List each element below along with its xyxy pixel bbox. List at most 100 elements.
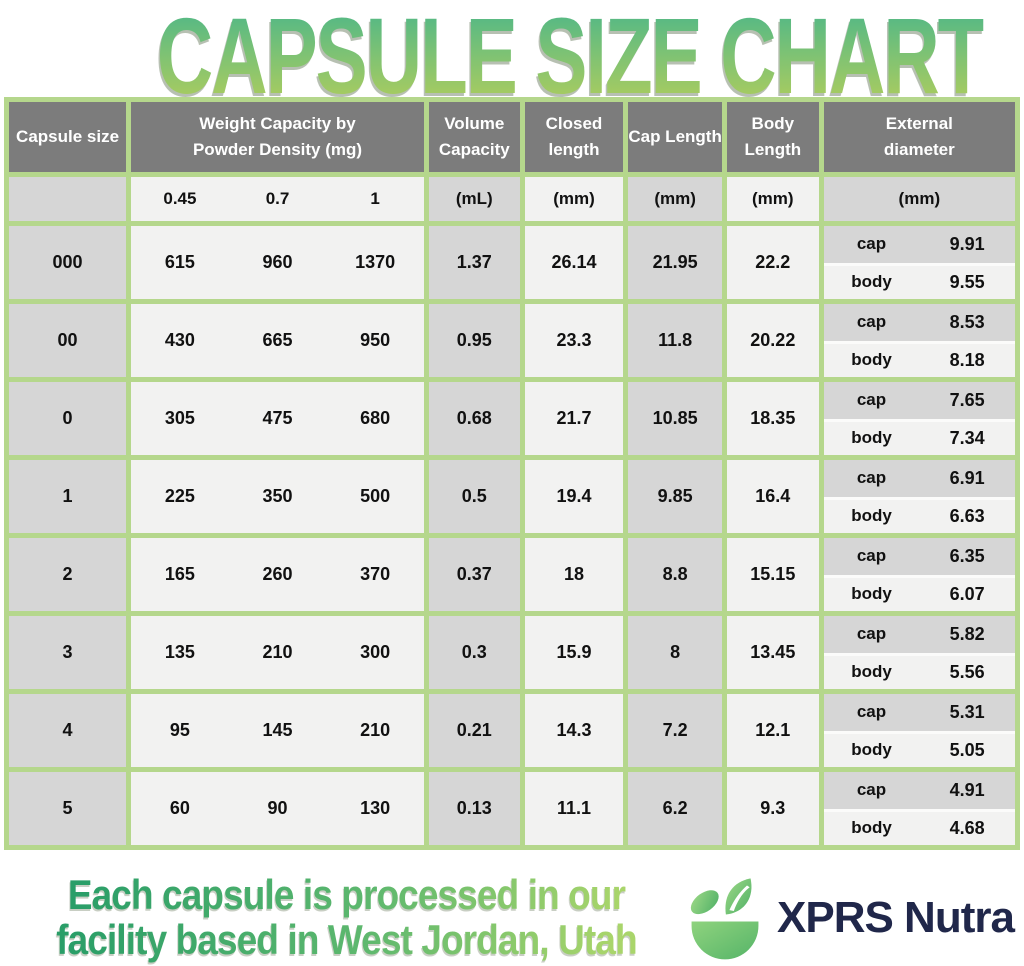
units-densities: 0.45 0.7 1 [131,177,424,221]
ext-cap-label: cap [856,546,887,566]
body-length-value: 13.45 [726,616,819,689]
ext-cap-value: 9.91 [949,233,985,254]
table-row-2: 2 165 260 370 0.37 18 8.8 15.15 cap 6.35 … [9,538,1015,611]
ext-cap-value: 5.31 [949,701,985,722]
weight-07-value: 665 [262,330,293,350]
external-diameter-cell: cap 5.82 body 5.56 [823,616,1015,689]
weight-07-value: 260 [262,564,293,584]
ext-cap-label: cap [856,780,887,800]
table-row-5: 5 60 90 130 0.13 11.1 6.2 9.3 cap 4.91 bo… [9,772,1015,845]
page-title-text: CAPSULE SIZE CHART [156,0,986,116]
capsule-size-value: 2 [9,538,127,611]
cap-length-value: 10.85 [628,382,722,455]
table-row-0: 0 305 475 680 0.68 21.7 10.85 18.35 cap 7… [9,382,1015,455]
header-body-length-label: Body Length [744,113,802,159]
external-diameter-cell: cap 6.35 body 6.07 [823,538,1015,611]
ext-body-label: body [851,272,892,292]
weight-1-value: 950 [360,330,391,350]
weight-1-value: 130 [360,798,391,818]
header-weight-capacity-label: Weight Capacity by Powder Density (mg) [192,113,363,159]
mortar-with-leaves-icon [690,878,759,960]
ext-body-label: body [851,662,892,682]
weight-045-value: 135 [164,642,195,662]
ext-body-value: 4.68 [949,817,985,838]
weight-capacity-values: 305 475 680 [131,382,424,455]
table-row-4: 4 95 145 210 0.21 14.3 7.2 12.1 cap 5.31 … [9,694,1015,767]
units-capsule-size-empty [9,177,127,221]
units-cap: (mm) [628,177,722,221]
ext-cap-value: 7.65 [949,389,985,410]
ext-cap-label: cap [856,468,887,488]
weight-045-value: 305 [164,408,195,428]
density-07-label: 0.7 [265,189,290,208]
ext-body-label: body [851,506,892,526]
units-body: (mm) [726,177,819,221]
cap-length-value: 8.8 [628,538,722,611]
header-closed-length: Closed length [524,102,624,172]
weight-045-value: 615 [164,252,195,272]
weight-capacity-values: 430 665 950 [131,304,424,377]
weight-07-value: 960 [262,252,293,272]
ext-cap-label: cap [856,624,887,644]
units-volume: (mL) [428,177,520,221]
weight-capacity-values: 95 145 210 [131,694,424,767]
units-closed: (mm) [524,177,624,221]
weight-capacity-values: 135 210 300 [131,616,424,689]
weight-045-value: 95 [169,720,190,740]
ext-body-value: 5.05 [949,739,985,760]
footer-tagline: Each capsule is processed in our facilit… [54,873,639,963]
table-header-row: Capsule size Weight Capacity by Powder D… [9,102,1015,172]
header-closed-length-label: Closed length [545,113,603,159]
volume-value: 0.68 [428,382,520,455]
cap-length-value: 9.85 [628,460,722,533]
capsule-size-value: 0 [9,382,127,455]
ext-body-label: body [851,584,892,604]
header-volume-capacity-label: Volume Capacity [438,113,510,159]
ext-body-label: body [851,350,892,370]
body-length-value: 9.3 [726,772,819,845]
table-row-000: 000 615 960 1370 1.37 26.14 21.95 22.2 c… [9,226,1015,299]
closed-length-value: 23.3 [524,304,624,377]
header-weight-capacity: Weight Capacity by Powder Density (mg) [131,102,424,172]
weight-07-value: 350 [262,486,293,506]
ext-body-label: body [851,428,892,448]
closed-length-value: 26.14 [524,226,624,299]
cap-length-value: 11.8 [628,304,722,377]
weight-1-value: 500 [360,486,391,506]
volume-value: 0.3 [428,616,520,689]
units-external: (mm) [823,177,1015,221]
capsule-size-value: 000 [9,226,127,299]
volume-value: 0.95 [428,304,520,377]
weight-1-value: 210 [360,720,391,740]
ext-body-value: 8.18 [949,349,985,370]
closed-length-value: 21.7 [524,382,624,455]
header-external-diameter-label: External diameter [883,113,955,159]
header-external-diameter: External diameter [823,102,1015,172]
closed-length-value: 18 [524,538,624,611]
ext-cap-label: cap [856,234,887,254]
density-1-label: 1 [370,189,380,208]
weight-07-value: 210 [262,642,293,662]
weight-07-value: 145 [262,720,293,740]
body-length-value: 16.4 [726,460,819,533]
footer-tagline-line2: facility based in West Jordan, Utah [56,916,637,963]
weight-045-value: 430 [164,330,195,350]
cap-length-value: 8 [628,616,722,689]
table-row-3: 3 135 210 300 0.3 15.9 8 13.45 cap 5.82 b… [9,616,1015,689]
header-capsule-size-label: Capsule size [16,126,120,146]
volume-value: 0.5 [428,460,520,533]
capsule-size-value: 1 [9,460,127,533]
weight-1-value: 370 [360,564,391,584]
body-length-value: 22.2 [726,226,819,299]
header-body-length: Body Length [726,102,819,172]
header-volume-capacity: Volume Capacity [428,102,520,172]
capsule-size-table: Capsule size Weight Capacity by Powder D… [4,97,1020,850]
weight-07-value: 90 [267,798,288,818]
volume-value: 1.37 [428,226,520,299]
ext-cap-value: 6.35 [949,545,985,566]
weight-07-value: 475 [262,408,293,428]
ext-body-label: body [851,818,892,838]
footer-tagline-line1: Each capsule is processed in our [67,871,626,919]
external-diameter-cell: cap 6.91 body 6.63 [823,460,1015,533]
volume-value: 0.13 [428,772,520,845]
